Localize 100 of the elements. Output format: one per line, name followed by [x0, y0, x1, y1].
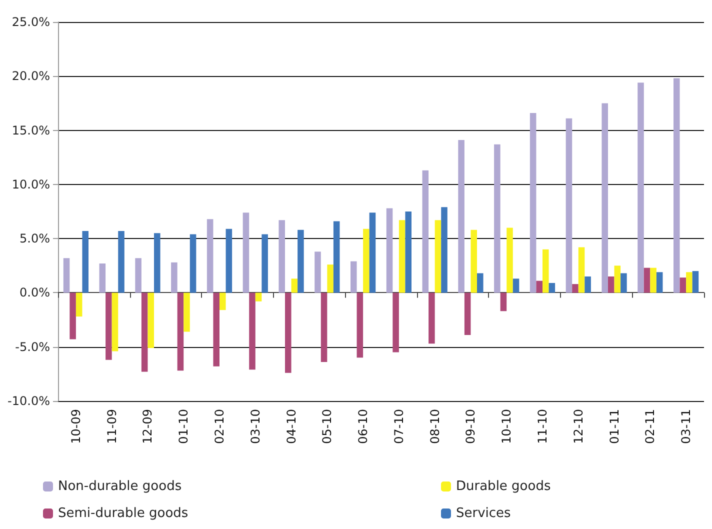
bar — [680, 278, 686, 293]
bar — [314, 252, 321, 293]
bar — [369, 212, 376, 293]
x-tick-label: 12-09 — [140, 409, 155, 444]
x-tick-label: 10-10 — [500, 409, 514, 444]
bar — [226, 228, 232, 293]
bar — [602, 103, 608, 293]
bar — [213, 292, 220, 366]
bar — [135, 258, 142, 293]
bar — [500, 292, 507, 312]
bar — [141, 292, 148, 372]
x-tick-label: 12-10 — [571, 409, 586, 444]
bar — [76, 292, 82, 317]
bar — [177, 292, 184, 371]
bar — [644, 268, 650, 293]
x-tick-label: 08-10 — [428, 409, 442, 444]
bar — [148, 292, 154, 348]
bar — [608, 276, 614, 293]
x-tick-label: 05-10 — [320, 409, 334, 444]
x-tick-label: 11-10 — [536, 409, 550, 444]
x-tick-label: 02-11 — [643, 409, 658, 444]
x-tick-label: 04-10 — [284, 409, 298, 444]
bar — [536, 280, 542, 293]
bar — [530, 112, 536, 293]
x-tick-label: 01-11 — [607, 409, 622, 444]
bar — [356, 292, 364, 358]
y-tick-label: 15.0% — [12, 123, 50, 138]
bar — [99, 263, 106, 293]
bar — [441, 207, 448, 293]
bar — [405, 212, 412, 293]
bar — [106, 292, 112, 360]
bar — [584, 276, 591, 293]
x-tick-label: 07-10 — [392, 409, 406, 444]
y-tick-label: -10.0% — [8, 394, 50, 408]
bar — [255, 292, 262, 302]
bar — [190, 234, 196, 293]
y-tick-label: 25.0% — [12, 15, 50, 29]
bar — [650, 268, 656, 293]
bar — [298, 230, 304, 293]
bar — [422, 170, 429, 293]
bar — [249, 292, 256, 370]
y-tick-label: 0.0% — [20, 286, 50, 300]
bar — [184, 292, 190, 332]
y-tick-label: 20.0% — [12, 69, 50, 84]
bar — [386, 208, 393, 293]
bar — [512, 278, 520, 293]
bar — [63, 258, 70, 293]
x-tick-label: 03-11 — [679, 409, 694, 444]
bar — [566, 118, 572, 293]
bar — [638, 82, 644, 293]
x-tick-label: 09-10 — [464, 409, 478, 444]
x-tick-label: 03-10 — [248, 409, 262, 444]
bar — [333, 221, 340, 293]
legend-label: Semi-durable goods — [58, 506, 188, 521]
bar — [620, 273, 627, 293]
bar — [578, 247, 585, 293]
legend-label: Non-durable goods — [58, 479, 182, 494]
bar — [291, 278, 298, 293]
bar — [242, 212, 250, 293]
bar — [82, 230, 89, 293]
bar — [572, 284, 578, 293]
bar — [548, 282, 556, 293]
bar — [542, 249, 549, 293]
bar — [477, 273, 484, 293]
bar — [220, 292, 226, 310]
bar — [464, 292, 471, 335]
bar — [434, 220, 442, 293]
bar — [614, 266, 621, 293]
bar — [692, 271, 699, 293]
bar — [320, 292, 328, 362]
bar — [284, 292, 292, 373]
bar — [392, 292, 399, 352]
x-tick-label: 02-10 — [212, 409, 226, 444]
x-tick-label: 06-10 — [356, 409, 370, 444]
bar — [278, 220, 285, 293]
y-tick-label: 5.0% — [20, 232, 50, 246]
bar — [262, 234, 268, 293]
y-tick-label: 10.0% — [12, 177, 50, 192]
bar — [656, 272, 663, 293]
bar — [506, 228, 513, 293]
y-tick-label: -5.0% — [15, 340, 50, 354]
bar — [350, 261, 357, 293]
bar — [398, 220, 406, 293]
bar — [686, 272, 692, 293]
bar — [118, 230, 124, 293]
bar — [154, 233, 160, 293]
bar — [363, 228, 370, 293]
bar — [112, 292, 118, 352]
legend-label: Services — [456, 506, 512, 521]
bar — [70, 292, 76, 340]
bar — [327, 264, 334, 293]
bar — [428, 292, 435, 344]
bar — [470, 230, 478, 293]
bar — [171, 262, 178, 293]
legend-label: Durable goods — [456, 479, 551, 494]
bar — [494, 144, 500, 293]
bar — [206, 219, 214, 293]
x-tick-label: 11-09 — [104, 409, 119, 444]
x-tick-label: 10-09 — [68, 409, 83, 444]
bar — [458, 140, 464, 293]
